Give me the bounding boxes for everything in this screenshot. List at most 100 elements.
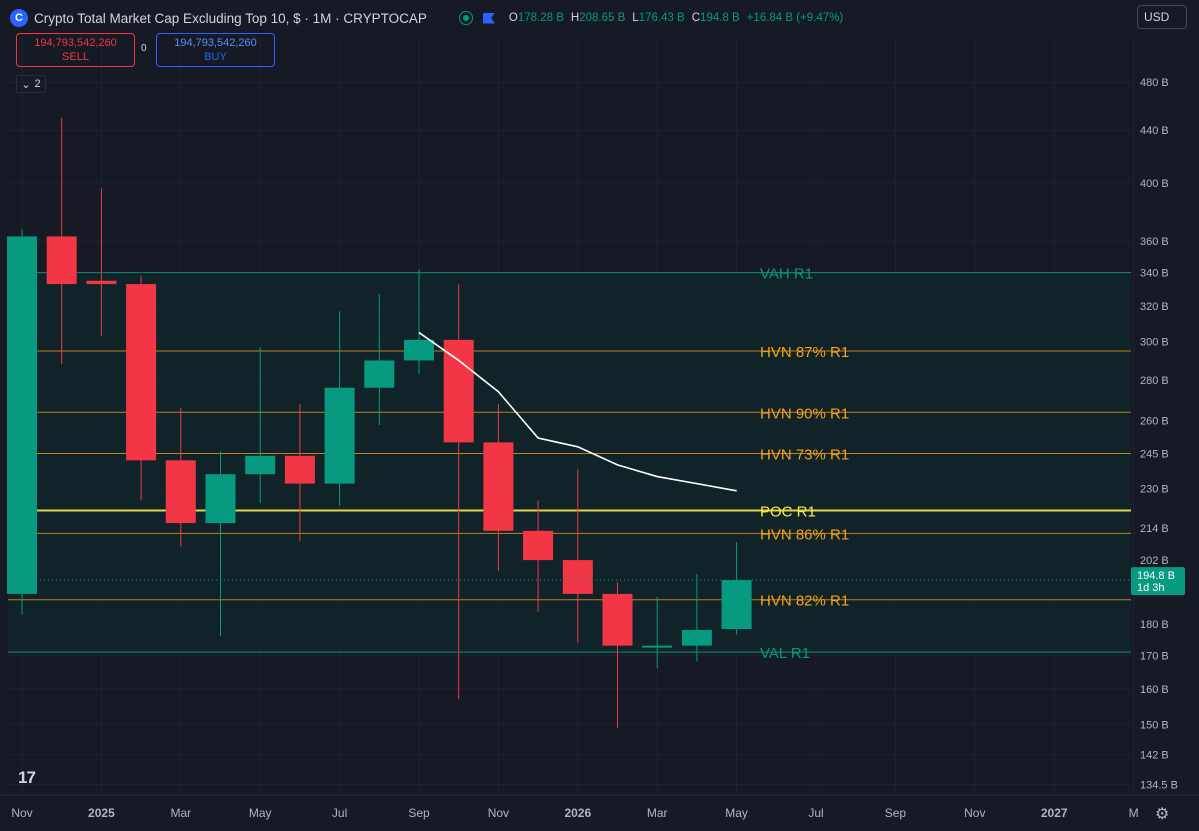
chart-header: C Crypto Total Market Cap Excluding Top … xyxy=(10,7,843,29)
candle[interactable] xyxy=(245,347,276,504)
candle-body xyxy=(126,284,157,461)
level-label: HVN 82% R1 xyxy=(760,593,849,610)
candle[interactable] xyxy=(126,275,157,501)
candle-body xyxy=(404,339,434,361)
last-price-tag: 194.8 B1d 3h xyxy=(1131,567,1185,596)
time-tick-label: 2026 xyxy=(564,806,591,820)
price-tick-label: 142 B xyxy=(1140,750,1169,762)
level-label: HVN 87% R1 xyxy=(760,344,849,361)
price-tick-label: 150 B xyxy=(1140,719,1169,731)
candle-body xyxy=(443,339,474,443)
tradingview-logo-icon[interactable]: 17 xyxy=(18,768,36,787)
high-value: H208.65 B xyxy=(570,12,626,24)
price-tick-label: 480 B xyxy=(1140,77,1169,89)
time-tick-label: Sep xyxy=(885,806,907,820)
symbol-logo-icon: C xyxy=(10,9,28,27)
low-value: L176.43 B xyxy=(632,12,685,24)
chevron-down-icon: ⌄ xyxy=(21,78,31,91)
time-tick-label: Mar xyxy=(647,806,668,820)
sell-label: SELL xyxy=(62,51,89,63)
candle[interactable] xyxy=(602,582,633,729)
candle-body xyxy=(205,474,236,524)
level-label: POC R1 xyxy=(760,503,816,520)
candle-body xyxy=(523,530,554,561)
candle[interactable] xyxy=(642,596,673,669)
buy-price: 194,793,542,260 xyxy=(174,37,257,49)
price-axis[interactable]: 480 B 440 B 400 B 360 B 340 B 320 B 300 B 280 B… xyxy=(1140,77,1178,791)
candle-body xyxy=(7,236,37,594)
flag-icon[interactable] xyxy=(482,12,495,24)
currency-selector[interactable]: USD xyxy=(1137,5,1187,29)
price-tick-label: 260 B xyxy=(1140,416,1169,428)
price-tick-label: 280 B xyxy=(1140,375,1169,387)
currency-label: USD xyxy=(1144,10,1170,24)
candles[interactable] xyxy=(7,117,752,729)
candle[interactable] xyxy=(404,269,434,374)
close-value: C194.8 B xyxy=(691,12,740,24)
price-tick-label: 160 B xyxy=(1140,684,1169,696)
candle-body xyxy=(165,460,196,524)
candle[interactable] xyxy=(364,294,395,425)
gear-icon[interactable]: ⚙ xyxy=(1155,806,1170,823)
time-tick-label: M xyxy=(1129,806,1139,820)
time-tick-label: 2027 xyxy=(1041,806,1068,820)
price-tick-label: 202 B xyxy=(1140,555,1169,567)
price-tick-label: 340 B xyxy=(1140,268,1169,280)
candle-body xyxy=(602,593,633,646)
spread-value: 0 xyxy=(141,43,147,54)
candle-body xyxy=(562,560,593,594)
level-label: HVN 86% R1 xyxy=(760,526,849,543)
candle-body xyxy=(483,442,514,531)
candle[interactable] xyxy=(562,469,593,643)
price-tick-label: 440 B xyxy=(1140,125,1169,137)
candle[interactable] xyxy=(284,403,315,542)
indicators-toggle[interactable]: ⌄ 2 xyxy=(16,75,46,93)
symbol-title[interactable]: Crypto Total Market Cap Excluding Top 10… xyxy=(34,10,427,26)
time-tick-label: Mar xyxy=(170,806,191,820)
price-tick-label: 180 B xyxy=(1140,619,1169,631)
candle-body xyxy=(46,236,77,285)
time-tick-label: Nov xyxy=(488,806,509,820)
sell-button[interactable]: 194,793,542,260 SELL xyxy=(16,33,135,67)
time-axis[interactable]: Nov 2025 Mar May Jul Sep Nov 2026 Mar May Jul Sep No… xyxy=(0,794,1199,820)
candle[interactable] xyxy=(7,228,37,615)
candle[interactable] xyxy=(523,500,554,612)
candle-body xyxy=(86,280,117,285)
price-tag-value: 194.8 B xyxy=(1137,570,1175,582)
candle[interactable] xyxy=(86,188,117,337)
time-tick-label: May xyxy=(249,806,272,820)
time-tick-label: Jul xyxy=(808,806,823,820)
candle[interactable] xyxy=(165,408,196,547)
candle[interactable] xyxy=(681,573,712,662)
candle-body xyxy=(364,360,395,388)
buy-label: BUY xyxy=(204,51,227,63)
ohlc-values: O178.28 B H208.65 B L176.43 B C194.8 B +… xyxy=(509,12,843,24)
time-tick-label: Nov xyxy=(964,806,985,820)
price-tag-box xyxy=(1131,567,1185,596)
candle[interactable] xyxy=(721,542,752,635)
candle[interactable] xyxy=(205,451,236,637)
candle-body xyxy=(245,455,276,475)
candle-body xyxy=(284,455,315,484)
open-value: O178.28 B xyxy=(508,12,564,24)
price-tick-label: 170 B xyxy=(1140,650,1169,662)
time-tick-label: Jul xyxy=(332,806,347,820)
candle[interactable] xyxy=(443,284,474,700)
candle-body xyxy=(642,645,673,648)
price-tick-label: 230 B xyxy=(1140,483,1169,495)
candle[interactable] xyxy=(46,117,77,365)
candle[interactable] xyxy=(324,311,355,506)
candle-body xyxy=(721,580,752,630)
level-label: VAH R1 xyxy=(760,266,813,283)
candle[interactable] xyxy=(483,403,514,572)
price-tick-label: 300 B xyxy=(1140,337,1169,349)
buy-button[interactable]: 194,793,542,260 BUY xyxy=(156,33,275,67)
market-status-icon[interactable] xyxy=(458,11,473,25)
time-tick-label: 2025 xyxy=(88,806,115,820)
price-tick-label: 400 B xyxy=(1140,178,1169,190)
candle-body xyxy=(681,629,712,646)
candle-body xyxy=(324,387,355,484)
volume-profile-levels: VAH R1 HVN 87% R1 HVN 90% R1 HVN 73% R1 POC … xyxy=(8,266,1131,662)
price-tick-label: 214 B xyxy=(1140,523,1169,535)
